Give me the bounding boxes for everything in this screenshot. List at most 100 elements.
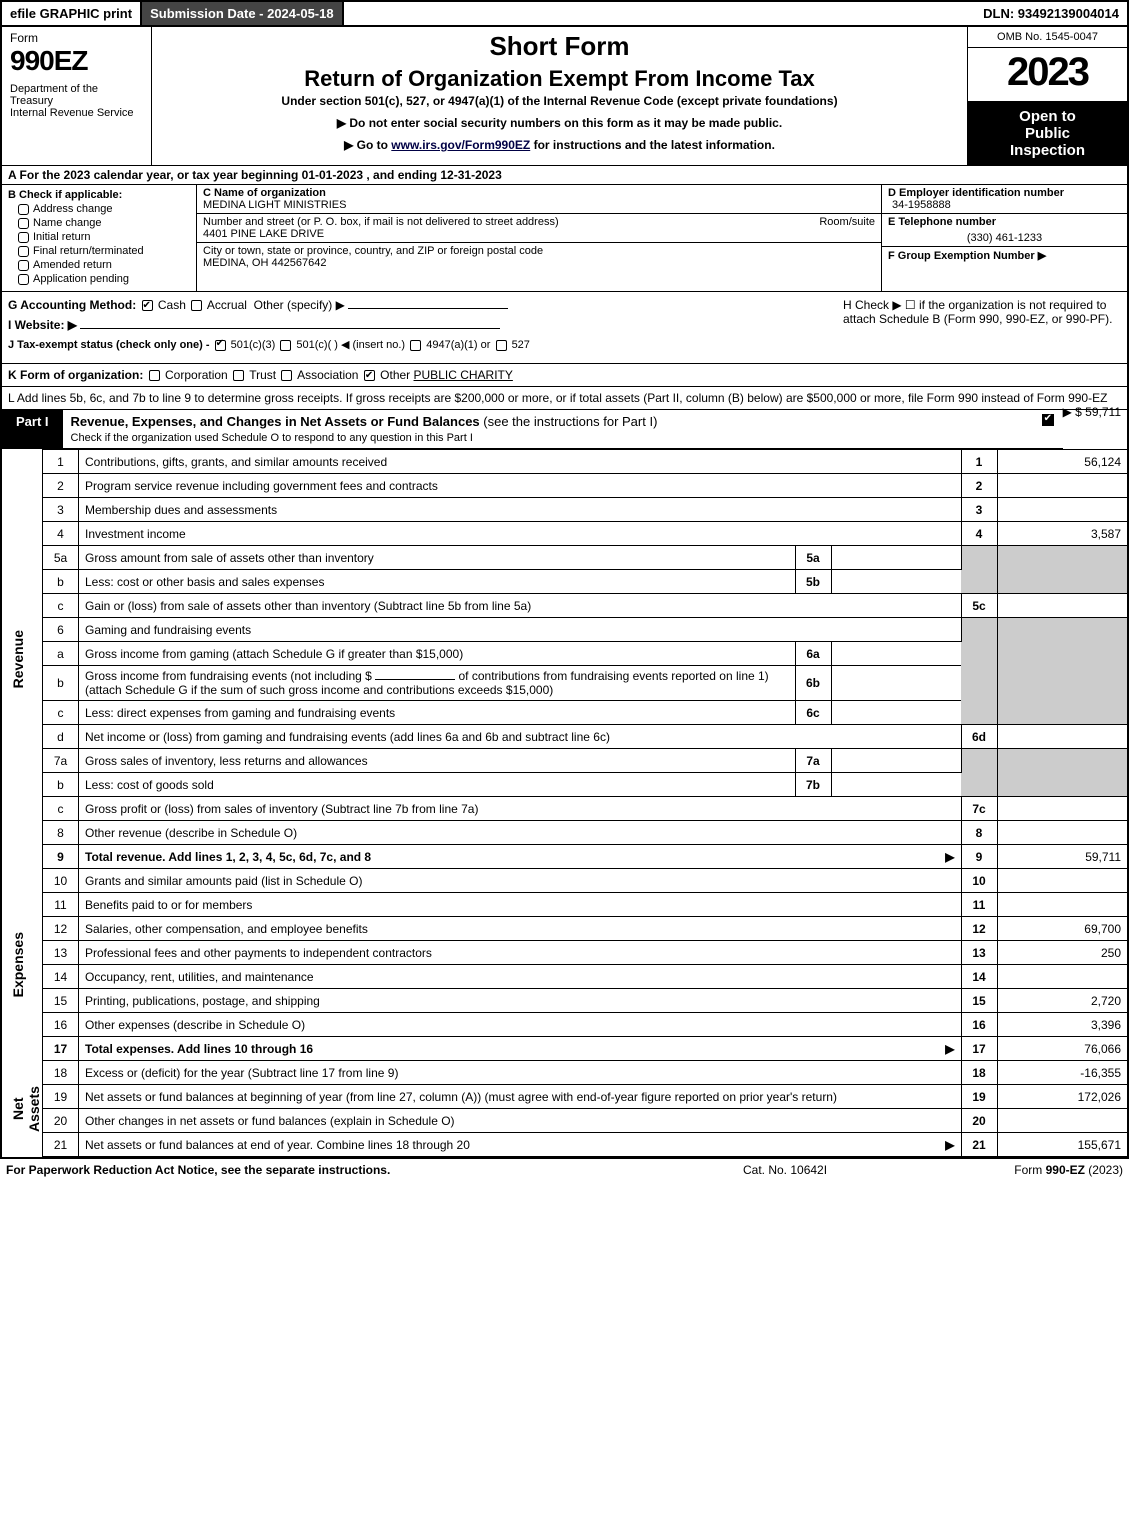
line-num: c — [43, 701, 79, 725]
c-street-label: Number and street (or P. O. box, if mail… — [203, 216, 559, 228]
checkbox-icon — [18, 274, 29, 285]
checkbox-527-icon[interactable] — [496, 340, 507, 351]
table-row: Expenses 10 Grants and similar amounts p… — [2, 869, 1127, 893]
sub-box: 7b — [795, 773, 831, 797]
amount: 155,671 — [997, 1133, 1127, 1157]
main-table: Revenue 1 Contributions, gifts, grants, … — [2, 449, 1127, 1157]
table-row: 4 Investment income 4 3,587 — [2, 522, 1127, 546]
phone-label: E Telephone number — [888, 216, 996, 228]
line-num: 3 — [43, 498, 79, 522]
omb-number: OMB No. 1545-0047 — [968, 27, 1127, 48]
schedule-o-checkbox[interactable] — [1033, 410, 1063, 448]
line-num: 7a — [43, 749, 79, 773]
line-num: 13 — [43, 941, 79, 965]
k-label: K Form of organization: — [8, 368, 143, 382]
line-desc: Gross sales of inventory, less returns a… — [79, 749, 796, 773]
arrow-icon: ▶ — [945, 850, 954, 864]
cb-application-pending[interactable]: Application pending — [18, 273, 190, 285]
subtitle: Under section 501(c), 527, or 4947(a)(1)… — [160, 94, 959, 108]
amount: -16,355 — [997, 1061, 1127, 1085]
line-desc: Less: cost of goods sold — [79, 773, 796, 797]
footer-pre: Form — [1014, 1163, 1045, 1177]
line-desc: Net assets or fund balances at end of ye… — [79, 1133, 962, 1157]
sub-amt — [831, 666, 961, 701]
line-desc: Gross profit or (loss) from sales of inv… — [79, 797, 962, 821]
efile-print-label[interactable]: efile GRAPHIC print — [2, 2, 142, 25]
irs-link[interactable]: www.irs.gov/Form990EZ — [391, 138, 530, 152]
cb-final-return[interactable]: Final return/terminated — [18, 245, 190, 257]
box-num: 8 — [961, 821, 997, 845]
line-num: 14 — [43, 965, 79, 989]
line-desc: Salaries, other compensation, and employ… — [79, 917, 962, 941]
block-ghi: G Accounting Method: Cash Accrual Other … — [2, 292, 1127, 364]
amount — [997, 893, 1127, 917]
sub-box: 6a — [795, 642, 831, 666]
checkbox-trust-icon[interactable] — [233, 370, 244, 381]
box-num: 17 — [961, 1037, 997, 1061]
line-desc: Benefits paid to or for members — [79, 893, 962, 917]
j-opt2: 501(c)( ) ◀ (insert no.) — [296, 339, 405, 351]
checkbox-4947-icon[interactable] — [410, 340, 421, 351]
cb-text: Final return/terminated — [33, 245, 144, 257]
checkbox-icon — [18, 246, 29, 257]
checkbox-accrual-icon[interactable] — [191, 300, 202, 311]
ghi-left: G Accounting Method: Cash Accrual Other … — [2, 292, 837, 363]
shaded-cell — [997, 546, 1127, 594]
checkbox-501c-icon[interactable] — [280, 340, 291, 351]
checkbox-cash-icon[interactable] — [142, 300, 153, 311]
header-right: OMB No. 1545-0047 2023 Open to Public In… — [967, 27, 1127, 165]
desc-part1: Gross income from fundraising events (no… — [85, 669, 372, 683]
checkbox-other-icon[interactable] — [364, 370, 375, 381]
table-row: c Less: direct expenses from gaming and … — [2, 701, 1127, 725]
line-num: 1 — [43, 450, 79, 474]
checkbox-corp-icon[interactable] — [149, 370, 160, 381]
netassets-label: Net Assets — [8, 1064, 36, 1154]
box-num: 7c — [961, 797, 997, 821]
website-field[interactable] — [80, 328, 500, 329]
line-desc: Other changes in net assets or fund bala… — [79, 1109, 962, 1133]
table-row: 2 Program service revenue including gove… — [2, 474, 1127, 498]
d-ein: D Employer identification number 34-1958… — [882, 185, 1127, 214]
cb-initial-return[interactable]: Initial return — [18, 231, 190, 243]
j-opt1: 501(c)(3) — [231, 339, 276, 351]
table-row: 6 Gaming and fundraising events — [2, 618, 1127, 642]
line-desc: Gross amount from sale of assets other t… — [79, 546, 796, 570]
box-num: 16 — [961, 1013, 997, 1037]
line-num: 16 — [43, 1013, 79, 1037]
table-row: 12Salaries, other compensation, and empl… — [2, 917, 1127, 941]
box-num: 2 — [961, 474, 997, 498]
c-name-row: C Name of organization MEDINA LIGHT MINI… — [197, 185, 881, 214]
k-other: Other — [380, 368, 410, 382]
box-num: 4 — [961, 522, 997, 546]
line-num: 2 — [43, 474, 79, 498]
checkbox-icon — [18, 260, 29, 271]
line-i: I Website: ▶ — [8, 318, 831, 332]
checkbox-icon — [18, 204, 29, 215]
box-num: 20 — [961, 1109, 997, 1133]
expenses-label: Expenses — [8, 922, 36, 1007]
table-row: 19Net assets or fund balances at beginni… — [2, 1085, 1127, 1109]
cb-address-change[interactable]: Address change — [18, 203, 190, 215]
g-other-field[interactable] — [348, 308, 508, 309]
checkbox-501c3-icon[interactable] — [215, 340, 226, 351]
table-row: a Gross income from gaming (attach Sched… — [2, 642, 1127, 666]
box-num: 11 — [961, 893, 997, 917]
line-num: 4 — [43, 522, 79, 546]
cb-amended[interactable]: Amended return — [18, 259, 190, 271]
line-num: 10 — [43, 869, 79, 893]
goto-post: for instructions and the latest informat… — [530, 138, 775, 152]
footer-catno: Cat. No. 10642I — [743, 1163, 923, 1177]
line-desc: Gross income from fundraising events (no… — [79, 666, 796, 701]
line-h: H Check ▶ ☐ if the organization is not r… — [837, 292, 1127, 363]
h-text: H Check ▶ ☐ if the organization is not r… — [843, 298, 1112, 326]
checkbox-assoc-icon[interactable] — [281, 370, 292, 381]
line-desc: Investment income — [79, 522, 962, 546]
cb-name-change[interactable]: Name change — [18, 217, 190, 229]
header-left: Form 990EZ Department of the Treasury In… — [2, 27, 152, 165]
cb-text: Address change — [33, 203, 113, 215]
line-num: c — [43, 594, 79, 618]
b-label: B Check if applicable: — [8, 189, 190, 201]
line-desc: Gross income from gaming (attach Schedul… — [79, 642, 796, 666]
blank-field[interactable] — [375, 679, 455, 680]
table-row: 5a Gross amount from sale of assets othe… — [2, 546, 1127, 570]
